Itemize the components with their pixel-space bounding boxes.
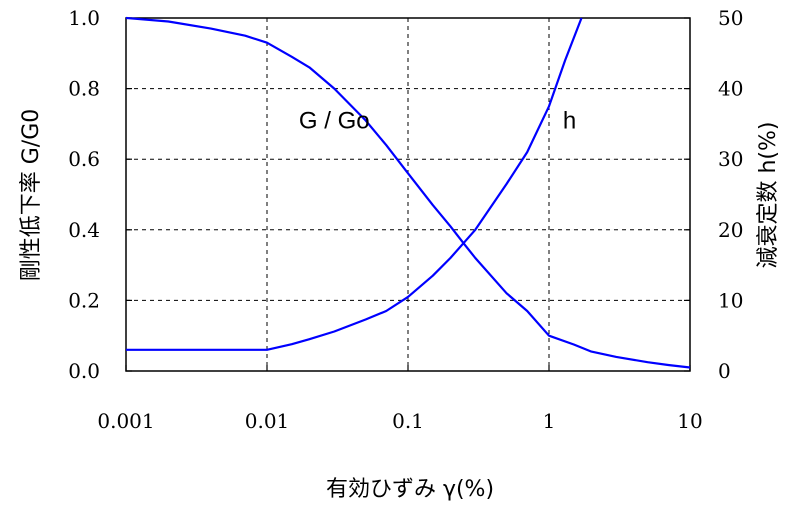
annotation-label: G / Go	[299, 107, 370, 134]
x-tick-label: 0.01	[245, 409, 290, 433]
x-axis-title: 有効ひずみ γ(%)	[326, 477, 494, 502]
y2-tick-label: 50	[718, 6, 743, 30]
y2-tick-label: 40	[718, 77, 743, 101]
x-tick-label: 0.001	[97, 409, 154, 433]
tick-marks	[125, 17, 691, 372]
y2-tick-label: 20	[718, 218, 743, 242]
y-tick-label: 0.6	[68, 147, 100, 171]
y-axis-title: 剛性低下率 G/G0	[19, 109, 44, 282]
y-tick-label: 0.8	[68, 77, 100, 101]
y2-axis-title: 減衰定数 h(%)	[756, 121, 781, 268]
x-tick-labels: 0.001 0.01 0.1 1 10	[97, 409, 702, 433]
y-tick-labels: 0.0 0.2 0.4 0.6 0.8 1.0	[68, 6, 100, 383]
series-line-g-go	[125, 16, 691, 369]
x-tick-label: 1	[543, 409, 556, 433]
y2-tick-label: 10	[718, 288, 743, 312]
y-tick-label: 1.0	[68, 6, 100, 30]
y2-tick-label: 0	[718, 359, 731, 383]
y-tick-label: 0.4	[68, 218, 100, 242]
x-tick-label: 10	[677, 409, 702, 433]
y-tick-label: 0.0	[68, 359, 100, 383]
series-group	[125, 16, 691, 369]
series-line-h	[126, 17, 583, 351]
annotations: G / Go h	[299, 107, 576, 134]
y2-tick-label: 30	[718, 147, 743, 171]
y-tick-label: 0.2	[68, 288, 100, 312]
grid-lines	[126, 18, 690, 371]
y2-tick-labels: 0 10 20 30 40 50	[718, 6, 743, 383]
annotation-label: h	[563, 107, 576, 134]
x-tick-label: 0.1	[392, 409, 424, 433]
